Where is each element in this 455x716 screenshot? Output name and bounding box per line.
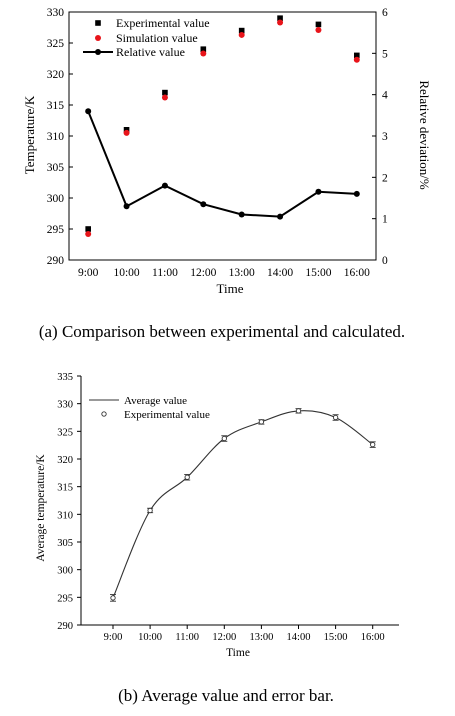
chart-b-legend-experimental-label: Experimental value [124, 409, 210, 421]
caption-b: (b) Average value and error bar. [118, 686, 334, 705]
chart-a-y-tick-label: 300 [47, 193, 65, 205]
chart-a-simulation-point [161, 94, 168, 101]
chart-b-legend-average-label: Average value [124, 395, 187, 407]
chart-a-x-tick-label: 15:00 [305, 267, 331, 279]
chart-a-simulation-point [123, 129, 130, 136]
chart-b-experimental-point [370, 441, 376, 448]
chart-b-y-tick-label: 300 [57, 566, 73, 577]
chart-b-x-tick-label: 15:00 [324, 632, 348, 643]
chart-b-x-tick-label: 14:00 [287, 632, 311, 643]
chart-a-simulation-point [315, 26, 322, 33]
chart-b-x-tick-label: 10:00 [138, 632, 162, 643]
chart-a-experimental-point [200, 46, 207, 52]
chart-b-x-axis-title: Time [226, 647, 250, 659]
chart-b-y-tick-label: 335 [57, 372, 73, 383]
chart-a-y2-tick-label: 0 [382, 255, 388, 267]
chart-a-simulation-point [238, 31, 245, 38]
chart-a-y-axis-title: Temperature/K [22, 95, 37, 174]
chart-b-legend-experimental-marker [101, 411, 107, 417]
chart-a-y-tick-label: 330 [47, 7, 65, 19]
chart-a-y-tick-label: 320 [47, 69, 65, 81]
chart-b-x-tick-label: 13:00 [249, 632, 273, 643]
chart-a-experimental-point [85, 226, 91, 232]
chart-a-experimental-point [315, 21, 322, 28]
chart-a-legend-relative-marker [95, 49, 101, 55]
chart-b-y-tick-label: 305 [57, 538, 73, 549]
chart-a-legend-simulation-marker [95, 35, 101, 41]
chart-b-average-line [112, 410, 374, 599]
chart-a-x-tick-label: 9:00 [78, 267, 99, 279]
chart-a-simulation-point [85, 230, 92, 237]
chart-b: Time Average temperature/K 290 295 300 305 3… [35, 372, 399, 659]
chart-a-x-tick-label: 12:00 [190, 267, 216, 279]
chart-a-relative-point [123, 203, 130, 210]
chart-a-experimental-point [277, 15, 283, 21]
chart-b-experimental-point [221, 435, 227, 442]
chart-a-legend-simulation-label: Simulation value [116, 31, 198, 45]
chart-b-experimental-point [184, 474, 190, 480]
chart-a-y-tick-label: 310 [47, 131, 65, 143]
chart-a-relative-point [277, 213, 284, 220]
chart-a-experimental-point [238, 27, 245, 34]
chart-a-relative-point [85, 108, 92, 115]
chart-a-legend-experimental-label: Experimental value [116, 16, 210, 30]
caption-a: (a) Comparison between experimental and … [39, 322, 405, 341]
chart-a: Time Temperature/K Relative deviation/% … [22, 7, 432, 296]
chart-a-y-tick-label: 315 [47, 100, 65, 112]
chart-b-y-tick-label: 295 [57, 593, 73, 604]
chart-a-y-tick-label: 295 [47, 224, 65, 236]
chart-b-y-tick-label: 315 [57, 483, 73, 494]
chart-a-legend-experimental-marker [95, 20, 101, 26]
chart-a-simulation-point [353, 56, 360, 63]
chart-a-relative-point [200, 201, 207, 208]
chart-a-relative-point [161, 182, 168, 189]
chart-a-y-tick-label: 325 [47, 38, 65, 50]
chart-b-y-tick-label: 310 [57, 510, 73, 521]
chart-a-experimental-point [354, 52, 360, 59]
chart-b-y-tick-label: 320 [57, 455, 73, 466]
chart-a-y2-tick-label: 2 [382, 172, 388, 184]
chart-a-x-tick-label: 16:00 [344, 267, 370, 279]
chart-a-x-axis-title: Time [217, 281, 244, 296]
chart-b-y-tick-label: 290 [57, 621, 73, 632]
chart-b-y-tick-label: 325 [57, 427, 73, 438]
chart-a-x-tick-label: 13:00 [229, 267, 255, 279]
chart-a-relative-point [315, 188, 322, 195]
chart-b-x-tick-label: 9:00 [104, 632, 123, 643]
chart-a-simulation-point [200, 50, 207, 57]
chart-a-y2-axis-title: Relative deviation/% [417, 80, 432, 190]
chart-b-x-tick-label: 16:00 [361, 632, 385, 643]
chart-a-legend-relative-label: Relative value [116, 45, 185, 59]
chart-b-y-tick-label: 330 [57, 400, 73, 411]
chart-a-simulation-point [277, 19, 284, 26]
chart-b-experimental-point [147, 507, 153, 514]
chart-a-y-tick-label: 290 [47, 255, 65, 267]
chart-b-y-axis-title: Average temperature/K [35, 454, 47, 562]
chart-a-relative-point [238, 211, 245, 218]
chart-b-experimental-point [332, 414, 339, 421]
chart-a-experimental-point [162, 89, 168, 96]
chart-a-y2-tick-label: 1 [382, 214, 388, 226]
chart-b-experimental-point [110, 595, 116, 601]
chart-a-experimental-point [123, 127, 130, 133]
chart-a-relative-point [353, 190, 360, 197]
chart-a-x-tick-label: 11:00 [152, 267, 178, 279]
chart-a-y2-tick-label: 4 [382, 90, 388, 102]
chart-b-x-tick-label: 11:00 [175, 632, 199, 643]
chart-a-y2-tick-label: 6 [382, 7, 388, 19]
chart-b-experimental-point [258, 419, 265, 425]
chart-a-y2-tick-label: 5 [382, 48, 388, 60]
chart-a-x-tick-label: 10:00 [113, 267, 139, 279]
chart-a-x-tick-label: 14:00 [267, 267, 293, 279]
chart-a-relative-line [87, 110, 357, 218]
chart-b-x-tick-label: 12:00 [212, 632, 236, 643]
chart-a-y-tick-label: 305 [47, 162, 65, 174]
chart-b-experimental-point [295, 408, 302, 414]
chart-a-y2-tick-label: 3 [382, 131, 388, 143]
